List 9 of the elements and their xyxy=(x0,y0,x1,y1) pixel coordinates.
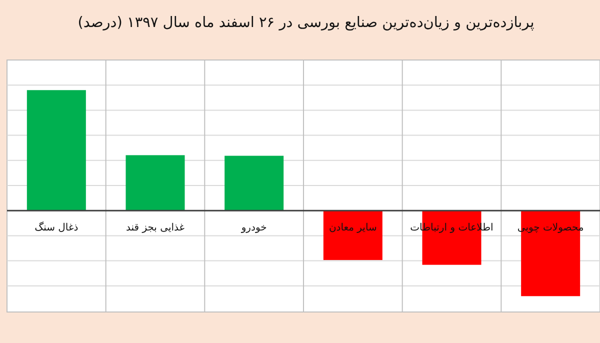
bar xyxy=(26,90,86,211)
x-tick-label: ذغال سنگ xyxy=(34,222,78,234)
bar xyxy=(126,155,185,211)
bar xyxy=(224,156,284,211)
bar xyxy=(323,210,382,260)
x-tick-label: خودرو xyxy=(240,222,267,234)
x-tick-label: سایر معادن xyxy=(328,222,377,234)
x-tick-label: غذایی بجز قند xyxy=(126,222,185,234)
chart-title: پربازده‌ترین و زیان‌ده‌ترین صنایع بورسی در ۲۶ اسفند ماه سال ۱۳۹۷ (درصد) xyxy=(78,15,534,31)
